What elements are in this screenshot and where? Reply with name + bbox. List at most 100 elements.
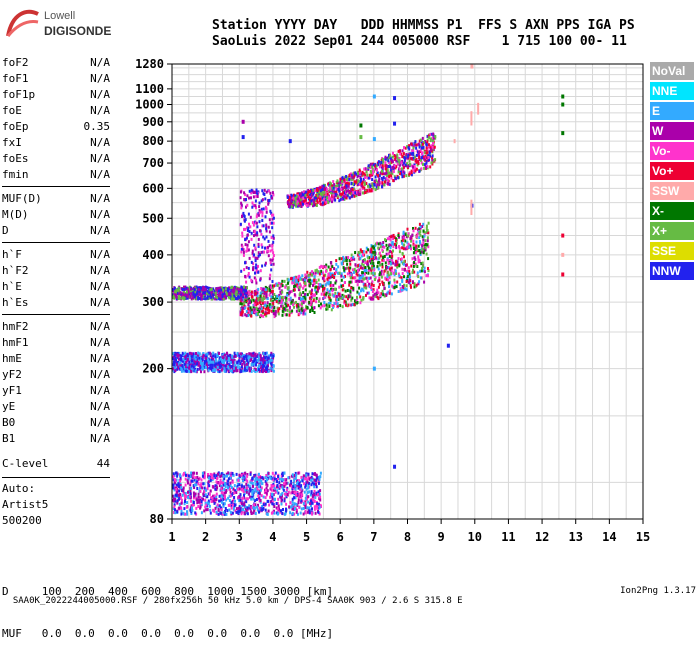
trace-point bbox=[173, 361, 175, 364]
trace-point bbox=[333, 294, 335, 297]
trace-point bbox=[374, 251, 376, 254]
trace-point bbox=[324, 287, 326, 290]
trace-point bbox=[370, 185, 372, 188]
trace-point bbox=[322, 201, 324, 204]
trace-point bbox=[195, 493, 197, 496]
trace-point bbox=[421, 153, 423, 156]
trace-point bbox=[347, 289, 349, 292]
trace-point bbox=[212, 361, 214, 364]
trace-point bbox=[392, 166, 394, 169]
trace-point bbox=[383, 273, 385, 276]
trace-point bbox=[229, 504, 231, 507]
trace-point bbox=[185, 474, 187, 477]
trace-point bbox=[282, 508, 284, 511]
trace-point bbox=[389, 165, 391, 168]
trace-point bbox=[402, 272, 404, 275]
trace-point bbox=[350, 281, 352, 284]
trace-point bbox=[220, 479, 222, 482]
trace-point bbox=[358, 280, 360, 283]
trace-point bbox=[412, 271, 414, 274]
trace-point bbox=[352, 287, 354, 290]
trace-point bbox=[411, 157, 413, 160]
trace-point bbox=[316, 502, 318, 505]
trace-point bbox=[349, 295, 351, 298]
trace-point bbox=[314, 311, 316, 314]
trace-point bbox=[241, 360, 243, 363]
trace-point bbox=[272, 485, 274, 488]
trace-point bbox=[237, 352, 239, 355]
trace-point bbox=[200, 482, 202, 485]
trace-point bbox=[346, 259, 348, 262]
trace-point bbox=[224, 354, 226, 357]
trace-point bbox=[314, 275, 316, 278]
trace-point bbox=[310, 300, 312, 303]
trace-point bbox=[394, 156, 396, 159]
trace-point bbox=[370, 298, 372, 301]
trace-point bbox=[212, 497, 214, 500]
trace-point bbox=[367, 272, 369, 275]
trace-point bbox=[374, 278, 376, 281]
trace-point bbox=[414, 140, 416, 143]
trace-point bbox=[323, 192, 325, 195]
trace-point bbox=[241, 363, 243, 366]
trace-point bbox=[403, 232, 405, 235]
trace-point bbox=[294, 293, 296, 296]
trace-point bbox=[350, 276, 352, 279]
trace-point bbox=[412, 149, 414, 152]
trace-point bbox=[378, 257, 380, 260]
trace-point bbox=[190, 487, 192, 490]
trace-point bbox=[316, 485, 318, 488]
trace-point bbox=[306, 193, 308, 196]
trace-point bbox=[361, 271, 363, 274]
trace-point bbox=[341, 180, 343, 183]
trace-point bbox=[253, 498, 255, 501]
trace-point bbox=[281, 503, 283, 506]
trace-point bbox=[406, 246, 408, 249]
trace-point bbox=[223, 511, 225, 514]
trace-point bbox=[249, 301, 251, 304]
trace-point bbox=[250, 473, 252, 476]
trace-point bbox=[408, 146, 410, 149]
trace-point bbox=[236, 507, 238, 510]
trace-point bbox=[276, 502, 278, 505]
trace-point bbox=[379, 165, 381, 168]
trace-point bbox=[177, 499, 179, 502]
trace-point bbox=[348, 269, 350, 272]
trace-point bbox=[271, 363, 273, 366]
trace-point bbox=[400, 161, 402, 164]
trace-point bbox=[387, 279, 389, 282]
trace-point bbox=[407, 275, 409, 278]
trace-point bbox=[270, 306, 272, 309]
trace-point bbox=[182, 489, 184, 492]
trace-point bbox=[381, 170, 383, 173]
trace-point bbox=[407, 234, 409, 237]
trace-point bbox=[399, 250, 401, 253]
trace-point bbox=[182, 494, 184, 497]
trace-point bbox=[274, 477, 276, 480]
trace-point bbox=[371, 283, 373, 286]
trace-point bbox=[359, 295, 361, 298]
trace-point bbox=[291, 194, 293, 197]
trace-point bbox=[292, 504, 294, 507]
trace-point bbox=[423, 251, 425, 254]
trace-point bbox=[312, 199, 314, 202]
trace-point bbox=[228, 359, 230, 362]
trace-point bbox=[385, 261, 387, 264]
trace-point bbox=[398, 264, 400, 267]
trace-point bbox=[425, 162, 427, 165]
trace-point bbox=[302, 203, 304, 206]
trace-point bbox=[204, 506, 206, 509]
trace-point bbox=[307, 501, 309, 504]
trace-point bbox=[205, 493, 207, 496]
trace-point bbox=[367, 263, 369, 266]
trace-point bbox=[225, 491, 227, 494]
trace-point bbox=[349, 196, 351, 199]
trace-point bbox=[412, 152, 414, 155]
trace-point bbox=[230, 484, 232, 487]
trace-point bbox=[393, 279, 395, 282]
trace-point bbox=[287, 493, 289, 496]
trace-point bbox=[254, 303, 256, 306]
trace-point bbox=[235, 367, 237, 370]
trace-point bbox=[413, 247, 415, 250]
trace-point bbox=[434, 146, 436, 149]
